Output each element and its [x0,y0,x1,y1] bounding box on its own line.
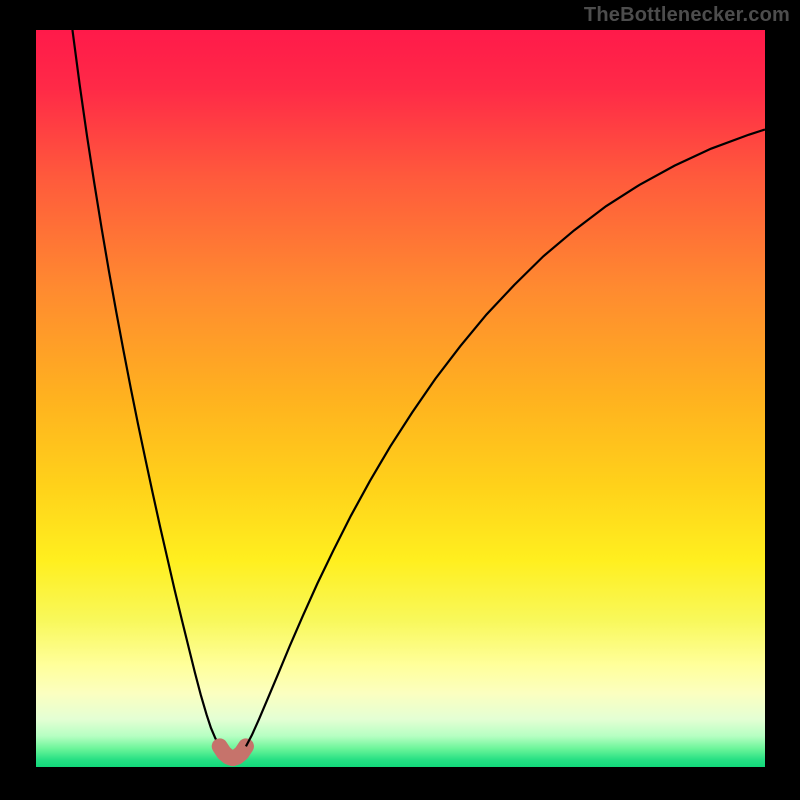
plot-area [36,30,765,767]
page-root: TheBottlenecker.com [0,0,800,800]
bottleneck-chart [36,30,765,767]
watermark-text: TheBottlenecker.com [584,4,790,27]
gradient-background [36,30,765,767]
